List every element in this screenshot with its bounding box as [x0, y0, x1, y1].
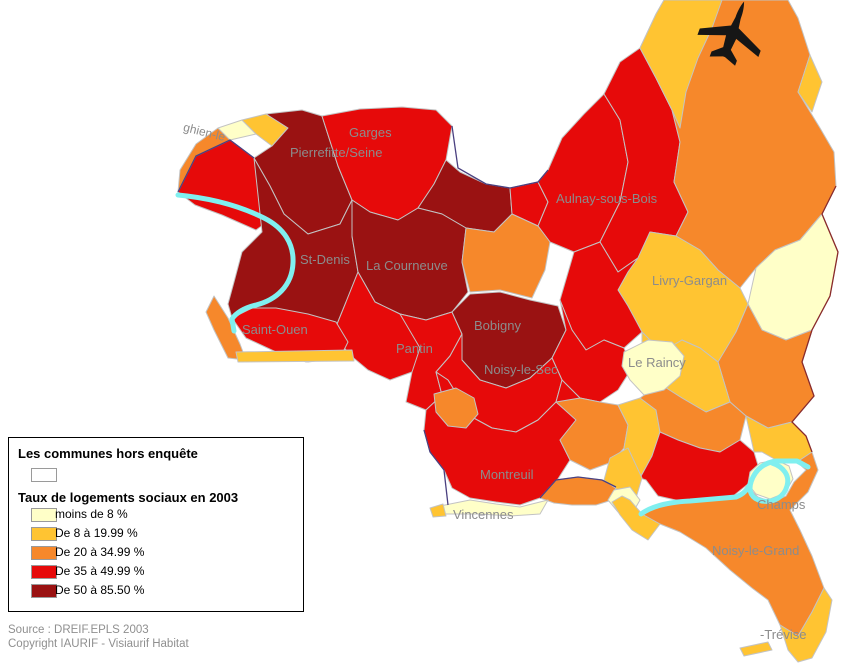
legend-swatch-pale	[31, 508, 57, 522]
legend-swatch-darkred	[31, 584, 57, 598]
commune-region	[797, 54, 823, 113]
commune-region	[739, 641, 773, 657]
legend-swatch-red	[31, 565, 57, 579]
marne-river	[638, 458, 811, 517]
commune-region	[621, 339, 685, 396]
commune-region	[779, 587, 833, 663]
legend-no-survey-title: Les communes hors enquête	[18, 446, 198, 461]
legend-swatch-no-survey	[31, 468, 57, 482]
legend-swatch-gold	[31, 527, 57, 541]
commune-region	[235, 349, 355, 363]
legend-box: Les communes hors enquête Taux de logeme…	[8, 437, 304, 612]
legend-item-label: moins de 8 %	[55, 507, 128, 521]
airplane-icon	[697, 1, 761, 66]
legend-item-label: De 8 à 19.99 %	[55, 526, 138, 540]
commune-region	[439, 499, 549, 517]
legend-item-label: De 20 à 34.99 %	[55, 545, 145, 559]
legend-item-label: De 50 à 85.50 %	[55, 583, 145, 597]
commune-region	[231, 307, 349, 363]
legend-rate-title: Taux de logements sociaux en 2003	[18, 490, 239, 505]
marne-loop	[747, 460, 791, 504]
department-boundary-east	[791, 185, 839, 453]
department-boundary	[177, 139, 255, 193]
commune-region	[461, 213, 551, 299]
legend-item-label: De 35 à 49.99 %	[55, 564, 145, 578]
copyright-line: Copyright IAURIF - Visiaurif Habitat	[8, 638, 189, 650]
commune-region	[429, 503, 447, 518]
legend-swatch-orange	[31, 546, 57, 560]
commune-region	[433, 387, 479, 429]
seine-river	[175, 192, 296, 334]
source-line: Source : DREIF.EPLS 2003	[8, 624, 149, 636]
department-boundary	[539, 476, 617, 499]
department-boundary	[423, 429, 449, 506]
department-boundary	[451, 125, 549, 189]
